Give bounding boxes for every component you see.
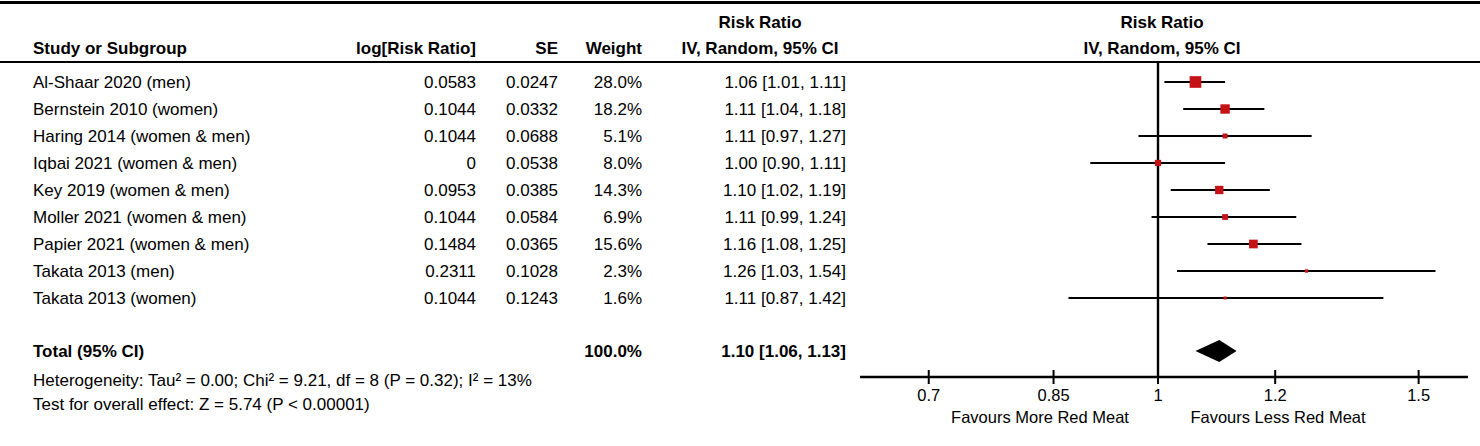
effect-marker [1224, 297, 1227, 300]
effect-marker [1155, 160, 1161, 166]
axis-tick-label: 1 [1153, 386, 1162, 404]
axis-tick-label: 1.5 [1407, 386, 1430, 404]
favours-right-label: Favours Less Red Meat [1190, 408, 1366, 426]
forest-plot-canvas: 0.7 0.85 1 1.2 1.5 Favours More Red Meat Fav… [0, 0, 1480, 446]
favours-left-label: Favours More Red Meat [951, 408, 1129, 426]
effect-marker [1305, 269, 1308, 272]
plot-lines: 0.7 0.85 1 1.2 1.5 [860, 63, 1468, 404]
axis-tick-label: 1.2 [1264, 386, 1287, 404]
axis-tick-label: 0.85 [1037, 386, 1069, 404]
summary-diamond [1195, 340, 1236, 362]
effect-marker [1215, 186, 1223, 194]
axis-tick-label: 0.7 [917, 386, 940, 404]
effect-marker [1220, 104, 1229, 113]
forest-plot-figure: Risk Ratio Risk Ratio Study or Subgroup … [0, 0, 1480, 446]
effect-marker [1223, 134, 1228, 139]
effect-marker [1222, 214, 1228, 220]
effect-marker [1249, 240, 1258, 249]
effect-marker [1190, 76, 1202, 88]
